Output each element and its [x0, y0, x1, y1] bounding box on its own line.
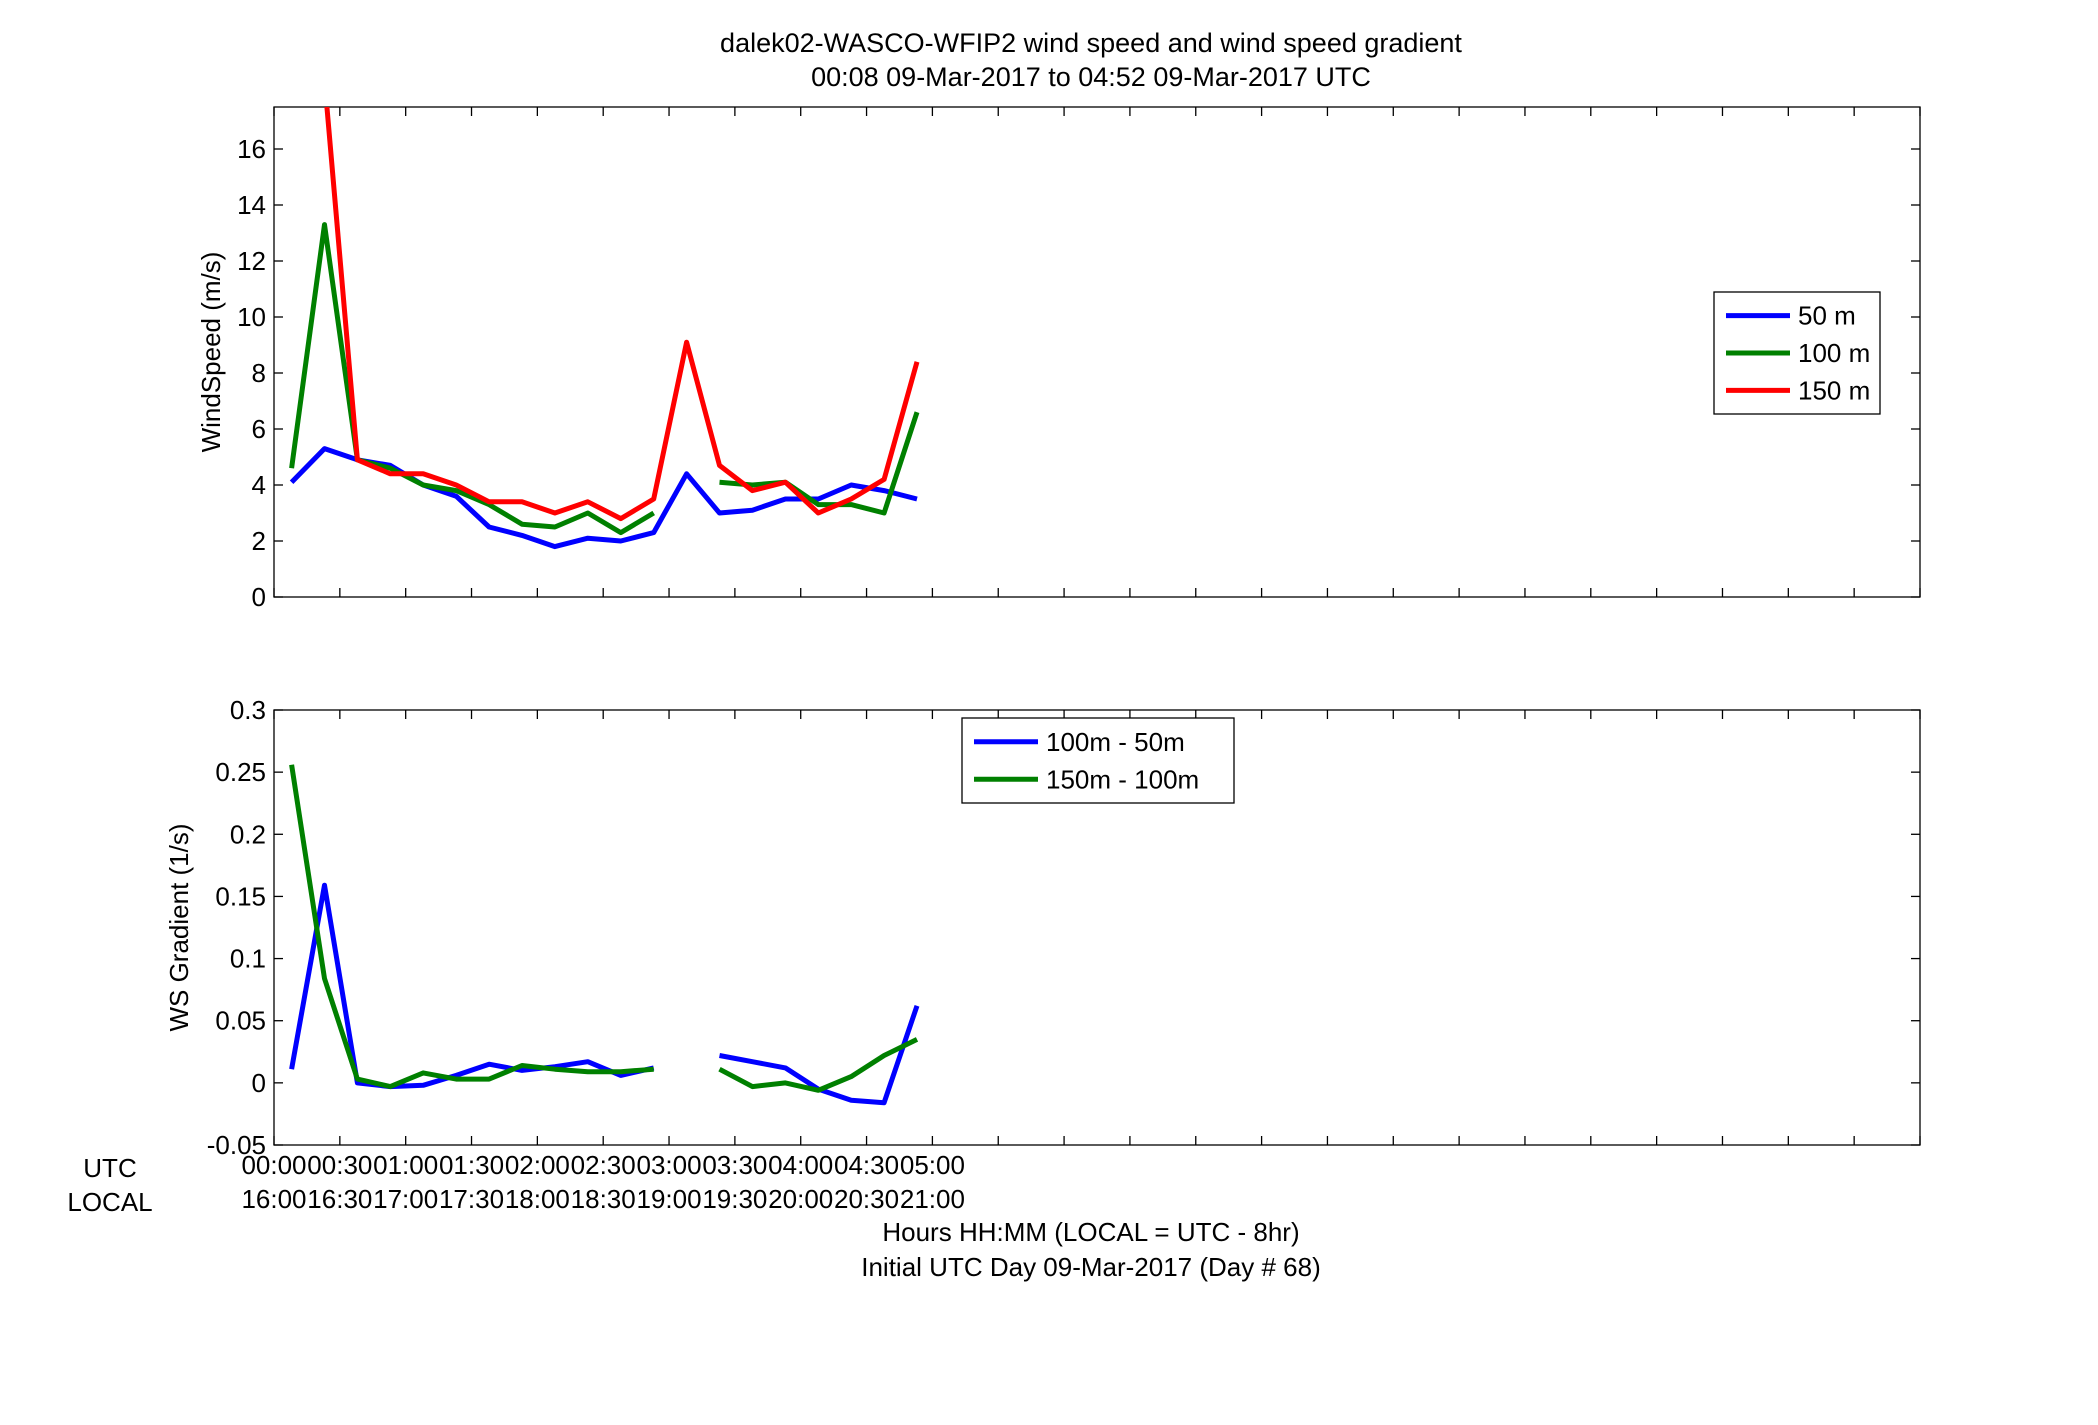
gradient-panel: -0.05 0 0.05 0.1 0.15 0.2 0.25 0.3 WS Gradient (… — [164, 695, 1921, 1160]
x-tick-label-local: 20:00 — [768, 1184, 833, 1214]
x-tick-label-utc: 04:30 — [834, 1150, 899, 1180]
x-tick-label-local: 18:00 — [505, 1184, 570, 1214]
gradient-y-axis-label: WS Gradient (1/s) — [164, 823, 194, 1031]
windspeed-y-tick-label: 12 — [237, 246, 266, 276]
gradient-legend: 100m - 50m 150m - 100m — [961, 717, 1235, 804]
x-tick-label-local: 17:30 — [439, 1184, 504, 1214]
x-tick-label-local: 16:00 — [241, 1184, 306, 1214]
legend-label: 100 m — [1798, 338, 1870, 368]
windspeed-y-tick-label: 4 — [252, 470, 266, 500]
x-tick-label-local: 18:30 — [571, 1184, 636, 1214]
gradient-y-tick-label: 0.15 — [215, 881, 266, 911]
windspeed-y-axis-label: WindSpeed (m/s) — [196, 252, 226, 453]
gradient-y-tick-label: -0.05 — [207, 1130, 266, 1160]
windspeed-y-tick-label: 8 — [252, 358, 266, 388]
x-tick-label-utc: 02:00 — [505, 1150, 570, 1180]
legend-label: 150 m — [1798, 375, 1870, 405]
windspeed-y-tick-label: 6 — [252, 414, 266, 444]
windspeed-y-tick-label: 14 — [237, 190, 266, 220]
chart-title-line-2: 00:08 09-Mar-2017 to 04:52 09-Mar-2017 U… — [811, 62, 1371, 92]
legend-label: 150m - 100m — [1046, 764, 1199, 794]
legend-box — [961, 717, 1235, 804]
x-tick-label-local: 20:30 — [834, 1184, 899, 1214]
x-tick-label-utc: 03:00 — [637, 1150, 702, 1180]
x-tick-label-utc: 01:00 — [373, 1150, 438, 1180]
x-tick-label-utc: 05:00 — [900, 1150, 965, 1180]
x-tick-label-local: 21:00 — [900, 1184, 965, 1214]
x-tick-label-utc: 01:30 — [439, 1150, 504, 1180]
local-row-label: LOCAL — [67, 1187, 152, 1217]
windspeed-y-tick-label: 0 — [252, 582, 266, 612]
x-tick-label-local: 17:00 — [373, 1184, 438, 1214]
windspeed-panel: 0 2 4 6 8 10 12 14 16 WindSpeed (m/s) 50 m 100 m 150… — [196, 106, 1921, 612]
gradient-series-line-150m-100m — [289, 764, 919, 1093]
gradient-y-tick-label: 0.25 — [215, 757, 266, 787]
x-tick-label-utc: 02:30 — [571, 1150, 636, 1180]
chart-title-line-1: dalek02-WASCO-WFIP2 wind speed and wind … — [720, 28, 1462, 58]
x-tick-label-utc: 00:00 — [241, 1150, 306, 1180]
gradient-y-tick-label: 0.2 — [230, 819, 266, 849]
windspeed-y-tick-label: 2 — [252, 526, 266, 556]
gradient-y-tick-label: 0.1 — [230, 944, 266, 974]
x-tick-label-utc: 04:00 — [768, 1150, 833, 1180]
x-tick-label-local: 19:00 — [637, 1184, 702, 1214]
legend-label: 100m - 50m — [1046, 727, 1185, 757]
windspeed-legend: 50 m 100 m 150 m — [1713, 291, 1881, 415]
x-tick-label-local: 16:30 — [307, 1184, 372, 1214]
x-tick-label-local: 19:30 — [702, 1184, 767, 1214]
gradient-y-tick-label: 0 — [252, 1068, 266, 1098]
gradient-y-tick-label: 0.05 — [215, 1006, 266, 1036]
x-axis-label-line-2: Initial UTC Day 09-Mar-2017 (Day # 68) — [861, 1252, 1321, 1282]
legend-label: 50 m — [1798, 301, 1856, 331]
utc-row-label: UTC — [83, 1153, 136, 1183]
windspeed-y-tick-label: 10 — [237, 302, 266, 332]
x-tick-labels: 00:00 00:30 01:00 01:30 02:00 02:30 03:00 03:30… — [241, 1150, 964, 1214]
x-axis-label-line-1: Hours HH:MM (LOCAL = UTC - 8hr) — [882, 1217, 1299, 1247]
gradient-y-tick-label: 0.3 — [230, 695, 266, 725]
windspeed-y-tick-label: 16 — [237, 134, 266, 164]
windspeed-series-line-150-m — [324, 107, 920, 522]
x-tick-label-utc: 03:30 — [702, 1150, 767, 1180]
x-tick-label-utc: 00:30 — [307, 1150, 372, 1180]
windspeed-plot-area — [273, 106, 1921, 598]
